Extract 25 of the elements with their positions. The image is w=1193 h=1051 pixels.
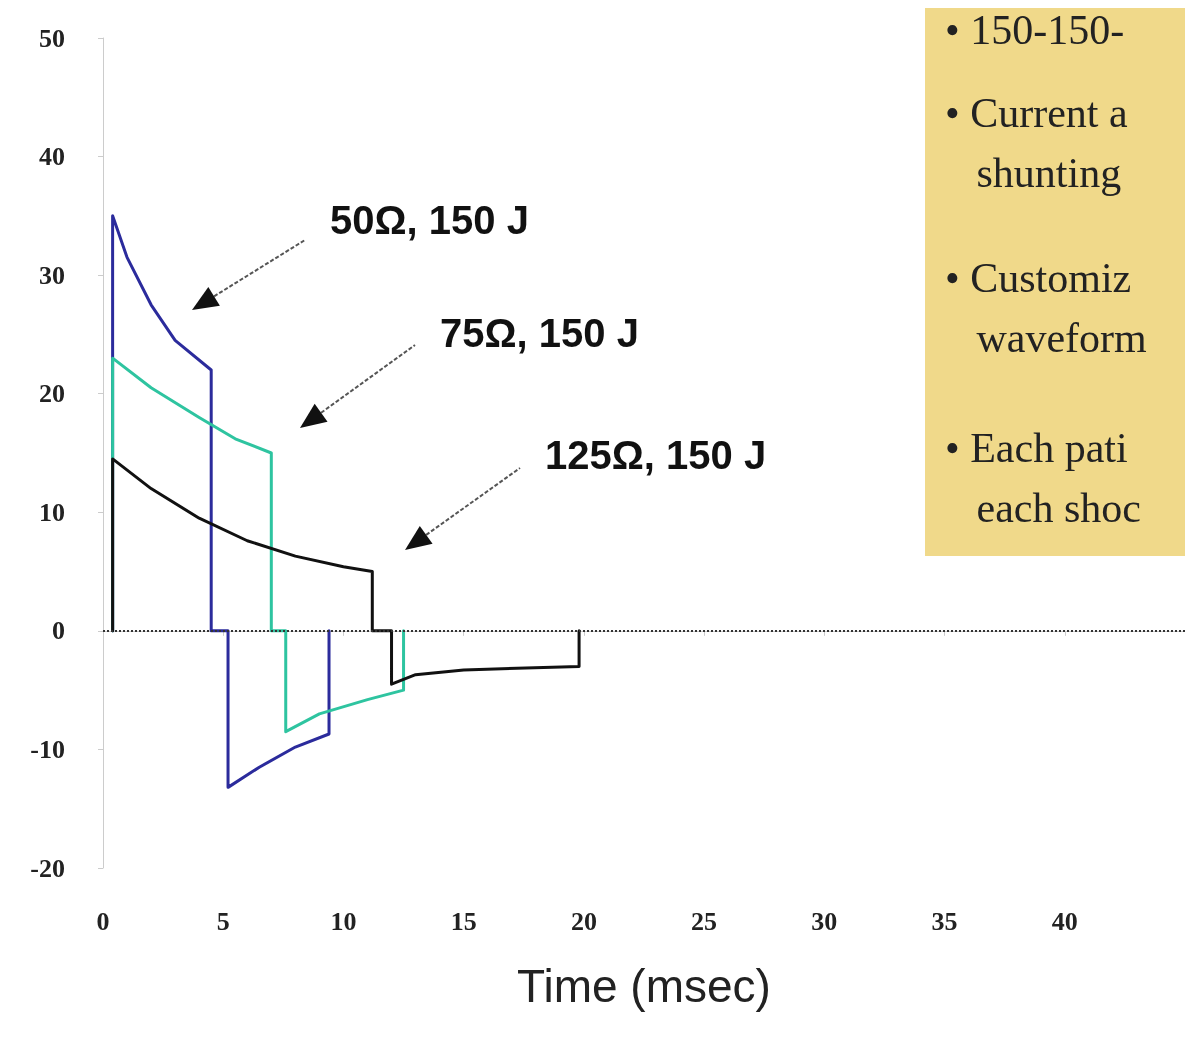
x-tick-label: 15 xyxy=(450,906,477,936)
annotation: • 150-150- xyxy=(945,7,1125,53)
x-tick-label: 0 xyxy=(96,906,110,936)
y-tick-label: 50 xyxy=(39,23,65,53)
x-tick-label: 30 xyxy=(811,906,838,936)
annotation: 75Ω, 150 J xyxy=(440,311,639,355)
annotation: • Customiz waveform xyxy=(945,255,1148,361)
y-tick-label: -10 xyxy=(30,734,65,764)
annotation: 125Ω, 150 J xyxy=(545,433,767,477)
y-tick-label: 20 xyxy=(39,379,65,409)
y-tick-label: 40 xyxy=(39,142,65,172)
x-tick-label: 20 xyxy=(570,906,597,936)
annotation: • Each pati each shoc xyxy=(945,425,1141,531)
x-tick-label: 10 xyxy=(330,906,357,936)
x-tick-label: 40 xyxy=(1051,906,1078,936)
x-axis-title: Time (msec) xyxy=(517,960,771,1012)
x-tick-label: 25 xyxy=(691,906,718,936)
x-tick-label: 5 xyxy=(216,906,230,936)
x-tick-label: 35 xyxy=(931,906,958,936)
y-tick-label: 10 xyxy=(39,497,65,527)
annotation: • Current a shunting xyxy=(945,90,1128,196)
annotation: 50Ω, 150 J xyxy=(330,198,529,242)
y-tick-label: 0 xyxy=(52,616,65,646)
y-tick-label: -20 xyxy=(30,853,65,883)
y-tick-label: 30 xyxy=(39,260,65,290)
